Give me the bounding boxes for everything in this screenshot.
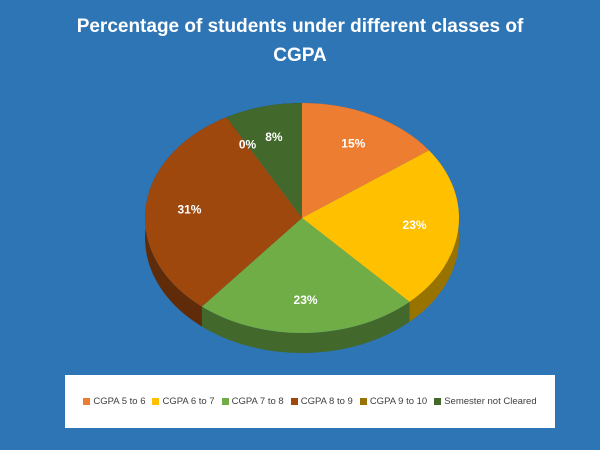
legend-item: CGPA 7 to 8 <box>221 396 284 407</box>
legend-item: CGPA 8 to 9 <box>290 396 353 407</box>
data-label: 23% <box>403 218 427 232</box>
legend-swatch <box>152 398 160 405</box>
slice <box>201 218 410 333</box>
legend: CGPA 5 to 6 CGPA 6 to 7 CGPA 7 to 8 CGPA 8 … <box>65 375 555 428</box>
legend-label: CGPA 5 to 6 <box>93 396 146 407</box>
legend-label: CGPA 7 to 8 <box>231 396 284 407</box>
legend-swatch <box>221 398 229 405</box>
legend-swatch <box>83 398 91 405</box>
legend-item: CGPA 6 to 7 <box>152 396 215 407</box>
slice-side <box>409 150 459 322</box>
legend-label: CGPA 9 to 10 <box>369 396 428 407</box>
legend-label: CGPA 8 to 9 <box>300 396 353 407</box>
data-label: 23% <box>294 293 318 307</box>
slice <box>226 103 302 218</box>
slice <box>302 150 459 302</box>
legend-item: Semester not Cleared <box>434 396 537 407</box>
legend-item: CGPA 5 to 6 <box>83 396 145 407</box>
slice <box>302 103 430 218</box>
chart-title: Percentage of students under different c… <box>76 16 524 66</box>
data-label: 31% <box>177 202 201 216</box>
legend-swatch <box>290 398 298 405</box>
data-label: 0% <box>239 138 257 152</box>
data-label: 8% <box>265 130 283 144</box>
slice <box>145 117 302 307</box>
legend-label: Semester not Cleared <box>444 396 537 407</box>
legend-label: CGPA 6 to 7 <box>162 396 215 407</box>
legend-item: CGPA 9 to 10 <box>359 396 428 407</box>
legend-swatch <box>434 398 442 405</box>
slice-side <box>201 301 410 353</box>
legend-swatch <box>359 398 367 405</box>
data-label: 15% <box>341 136 365 150</box>
